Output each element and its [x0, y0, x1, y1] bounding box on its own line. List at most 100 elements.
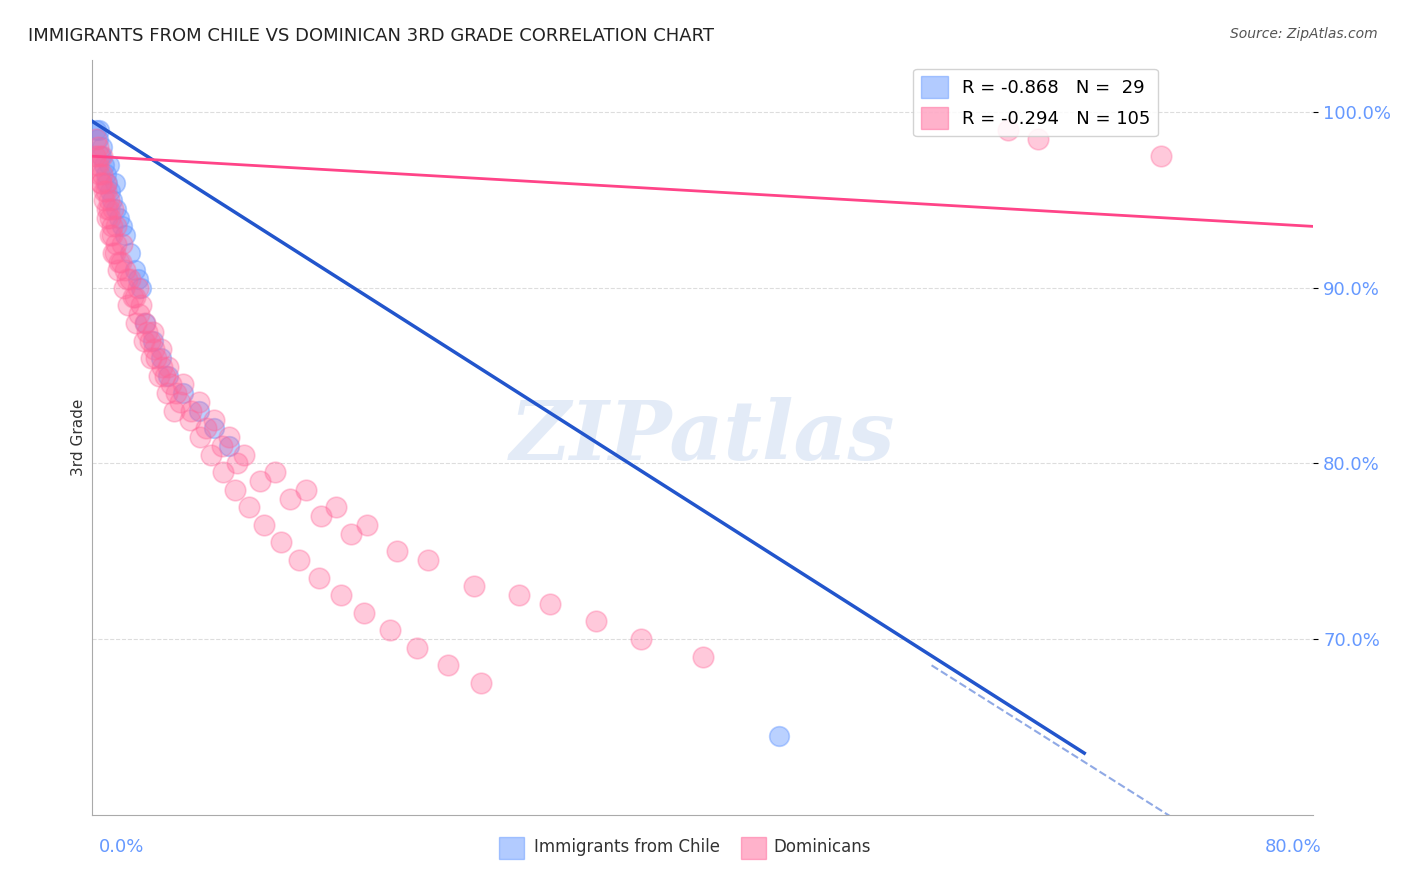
Point	[100, 193, 122, 207]
Point	[89, 123, 111, 137]
Text: Source: ZipAtlas.com: Source: ZipAtlas.com	[1230, 27, 1378, 41]
Point	[94, 184, 117, 198]
Point	[630, 632, 652, 646]
Point	[89, 167, 111, 181]
Point	[143, 343, 166, 357]
Point	[117, 298, 139, 312]
Point	[118, 245, 141, 260]
Point	[325, 500, 347, 515]
Point	[463, 579, 485, 593]
Point	[90, 149, 112, 163]
Point	[96, 202, 118, 216]
Point	[585, 615, 607, 629]
Point	[134, 316, 156, 330]
Point	[87, 140, 110, 154]
Point	[89, 149, 111, 163]
Point	[115, 272, 138, 286]
Text: Dominicans: Dominicans	[773, 838, 870, 855]
Point	[308, 570, 330, 584]
Point	[378, 624, 401, 638]
Text: ZIPatlas: ZIPatlas	[510, 397, 896, 477]
Point	[122, 290, 145, 304]
Point	[149, 343, 172, 357]
Point	[86, 123, 108, 137]
Point	[104, 245, 127, 260]
Point	[157, 368, 180, 383]
Point	[195, 421, 218, 435]
Point	[124, 290, 146, 304]
Y-axis label: 3rd Grade: 3rd Grade	[72, 399, 86, 475]
Point	[97, 202, 120, 216]
Point	[179, 412, 201, 426]
Point	[218, 430, 240, 444]
Point	[98, 184, 121, 198]
Point	[93, 193, 115, 207]
Point	[172, 386, 194, 401]
Point	[128, 307, 150, 321]
Legend: R = -0.868   N =  29, R = -0.294   N = 105: R = -0.868 N = 29, R = -0.294 N = 105	[914, 69, 1157, 136]
Point	[141, 351, 163, 365]
Point	[111, 219, 134, 234]
Point	[129, 298, 152, 312]
Point	[111, 236, 134, 251]
Point	[91, 149, 114, 163]
Point	[110, 254, 132, 268]
Point	[160, 377, 183, 392]
Point	[211, 439, 233, 453]
Point	[156, 386, 179, 401]
Point	[270, 535, 292, 549]
Point	[94, 176, 117, 190]
Point	[98, 211, 121, 225]
Point	[150, 359, 173, 374]
Point	[224, 483, 246, 497]
Point	[165, 386, 187, 401]
Point	[288, 553, 311, 567]
Point	[127, 272, 149, 286]
Point	[83, 149, 105, 163]
Point	[97, 158, 120, 172]
Point	[416, 553, 439, 567]
Point	[108, 211, 131, 225]
Point	[112, 281, 135, 295]
Text: 80.0%: 80.0%	[1265, 838, 1322, 855]
Text: IMMIGRANTS FROM CHILE VS DOMINICAN 3RD GRADE CORRELATION CHART: IMMIGRANTS FROM CHILE VS DOMINICAN 3RD G…	[28, 27, 714, 45]
Point	[470, 676, 492, 690]
Point	[157, 359, 180, 374]
Point	[91, 167, 114, 181]
Point	[148, 368, 170, 383]
Point	[538, 597, 561, 611]
Point	[93, 158, 115, 172]
Point	[142, 334, 165, 348]
Point	[87, 131, 110, 145]
Point	[118, 272, 141, 286]
Point	[187, 395, 209, 409]
Point	[163, 403, 186, 417]
Point	[278, 491, 301, 506]
Point	[114, 228, 136, 243]
Point	[180, 403, 202, 417]
Point	[105, 202, 128, 216]
Point	[188, 430, 211, 444]
Point	[508, 588, 530, 602]
Point	[93, 184, 115, 198]
Point	[1149, 149, 1171, 163]
Point	[153, 368, 176, 383]
Point	[249, 474, 271, 488]
Point	[97, 193, 120, 207]
Point	[997, 123, 1019, 137]
Point	[768, 729, 790, 743]
Point	[105, 236, 128, 251]
Point	[86, 158, 108, 172]
Point	[169, 395, 191, 409]
Point	[406, 640, 429, 655]
Point	[91, 140, 114, 154]
Point	[104, 176, 127, 190]
Point	[264, 465, 287, 479]
Point	[94, 167, 117, 181]
Point	[294, 483, 316, 497]
Point	[101, 245, 124, 260]
Point	[127, 281, 149, 295]
Point	[100, 219, 122, 234]
Point	[202, 412, 225, 426]
Point	[139, 334, 162, 348]
